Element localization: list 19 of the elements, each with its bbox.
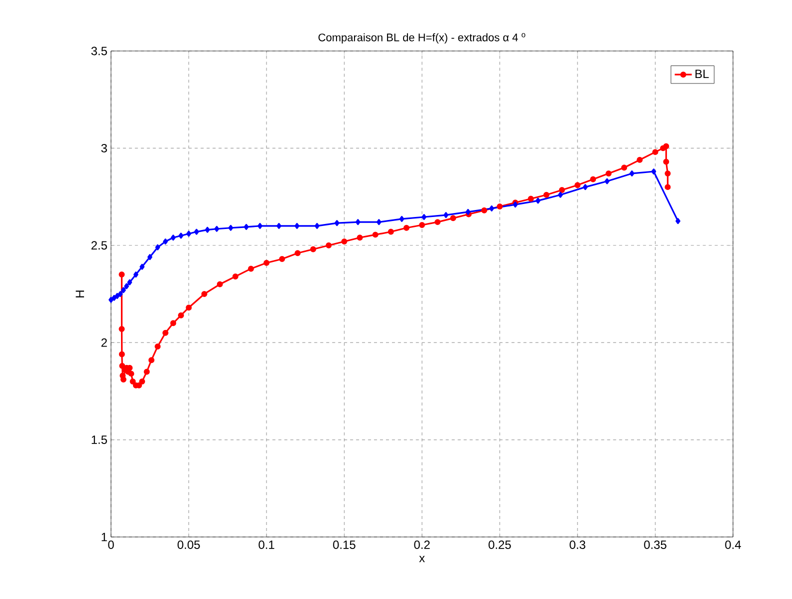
x-tick-label: 0.2 [414, 540, 430, 549]
y-tick-label: 3.5 [91, 46, 107, 56]
x-tick-label: 0.3 [570, 540, 586, 549]
y-tick-label: 2 [101, 338, 107, 347]
y-axis-title: H [76, 290, 84, 298]
x-tick-label: 0 [108, 540, 114, 549]
x-tick-label: 0.25 [488, 540, 511, 549]
x-tick-label: 0.4 [725, 540, 741, 549]
legend-label: BL [696, 70, 709, 78]
x-axis-title: x [419, 556, 425, 562]
x-tick-label: 0.15 [333, 540, 356, 549]
x-tick-label: 0.35 [644, 540, 666, 549]
y-tick-label: 1 [102, 532, 107, 542]
x-tick-label: 0.1 [258, 540, 274, 549]
y-tick-label: 1.5 [92, 436, 107, 444]
y-tick-label: 2.5 [91, 241, 107, 250]
chart-title: Comparaison BL de H=f(x) - extrados α 4 $^{o}$ [318, 33, 526, 44]
y-tick-label: 3 [101, 144, 107, 152]
x-tick-label: 0.05 [178, 540, 200, 549]
